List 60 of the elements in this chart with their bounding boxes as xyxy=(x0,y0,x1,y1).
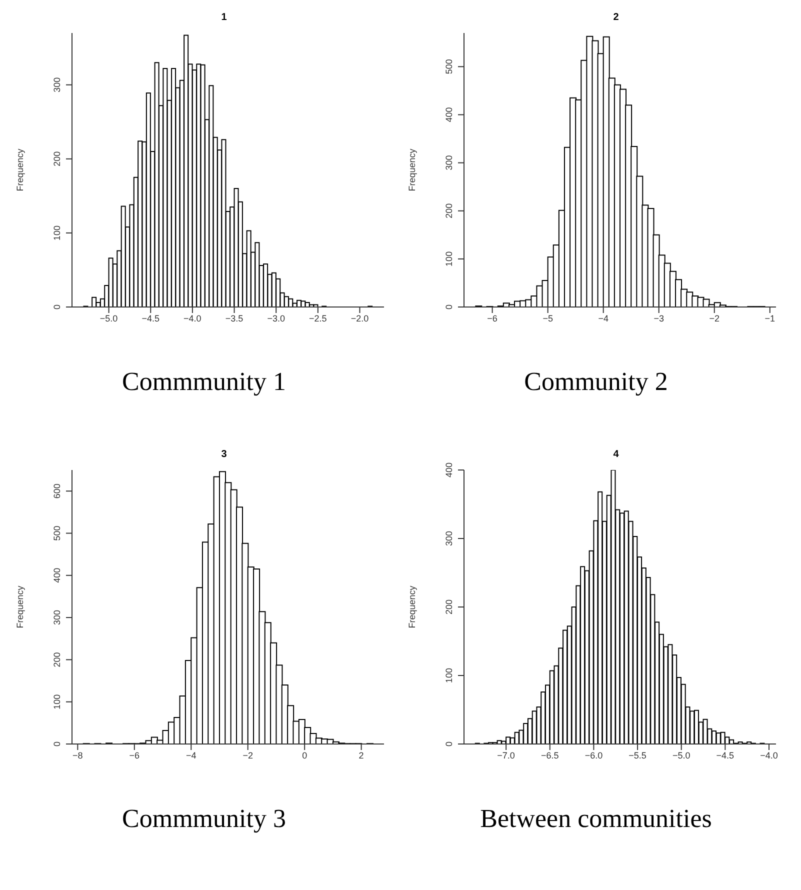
y-tick-label: 0 xyxy=(52,741,62,747)
y-axis-title: Frequency xyxy=(15,585,26,628)
x-tick-label: −3.0 xyxy=(267,313,285,324)
x-tick-label: −1 xyxy=(764,313,776,324)
y-tick-label: 300 xyxy=(444,155,454,170)
y-tick-label: 600 xyxy=(52,484,62,499)
x-tick-label: −5.0 xyxy=(100,313,118,324)
y-tick-label: 300 xyxy=(444,530,454,546)
y-tick-label: 200 xyxy=(52,652,62,668)
y-tick-label: 400 xyxy=(444,107,454,122)
y-tick-label: 100 xyxy=(52,694,62,710)
y-axis-title: Frequency xyxy=(407,585,418,628)
x-tick-label: −8 xyxy=(72,750,83,760)
y-tick-label: 400 xyxy=(444,462,454,478)
y-tick-label: 500 xyxy=(444,59,454,74)
text: Commmunity 3 xyxy=(121,804,287,834)
y-tick-label: 100 xyxy=(444,251,454,266)
x-tick-label: −5.0 xyxy=(672,750,690,760)
y-tick-label: 200 xyxy=(444,599,454,615)
x-tick-label: −6 xyxy=(129,750,140,760)
y-axis-title: Frequency xyxy=(15,148,26,192)
chart-title: 3 xyxy=(220,448,228,460)
x-tick-label: −7.0 xyxy=(497,750,515,760)
x-tick-label: −6 xyxy=(487,313,498,324)
x-tick-label: −5 xyxy=(542,313,553,324)
x-tick-label: −4 xyxy=(598,313,608,324)
x-tick-label: 0 xyxy=(302,750,308,760)
x-tick-label: −5.5 xyxy=(628,750,646,760)
y-tick-label: 0 xyxy=(444,741,454,747)
y-tick-label: 400 xyxy=(52,568,62,583)
y-tick-label: 200 xyxy=(444,203,454,218)
x-tick-label: 2 xyxy=(358,750,364,760)
x-tick-label: −3.5 xyxy=(225,313,244,324)
y-tick-label: 0 xyxy=(52,304,62,310)
x-tick-label: −3 xyxy=(654,313,664,324)
y-tick-label: 500 xyxy=(52,526,62,541)
x-tick-label: −6.0 xyxy=(584,750,603,760)
x-tick-label: −4.5 xyxy=(142,313,160,324)
y-tick-label: 300 xyxy=(52,610,62,626)
y-tick-label: 100 xyxy=(52,225,62,240)
text: Between communities xyxy=(479,804,713,834)
x-tick-label: −2.0 xyxy=(350,313,369,324)
x-tick-label: −4.5 xyxy=(716,750,734,760)
x-tick-label: −6.5 xyxy=(540,750,559,760)
y-tick-label: 300 xyxy=(52,77,62,92)
x-tick-label: −2 xyxy=(709,313,720,324)
chart-title: 1 xyxy=(220,11,228,23)
x-tick-label: −4.0 xyxy=(760,750,778,760)
chart-title: 4 xyxy=(612,448,620,460)
y-tick-label: 0 xyxy=(444,304,454,310)
x-tick-label: −4 xyxy=(186,750,196,760)
chart-title: 2 xyxy=(612,11,620,23)
y-axis-title: Frequency xyxy=(407,148,418,192)
x-tick-label: −2 xyxy=(242,750,253,760)
y-tick-label: 100 xyxy=(444,668,454,684)
x-tick-label: −2.5 xyxy=(309,313,327,324)
y-tick-label: 200 xyxy=(52,151,62,166)
x-tick-label: −4.0 xyxy=(184,313,202,324)
text: Community 2 xyxy=(523,367,669,397)
text: Commmunity 1 xyxy=(121,367,287,397)
